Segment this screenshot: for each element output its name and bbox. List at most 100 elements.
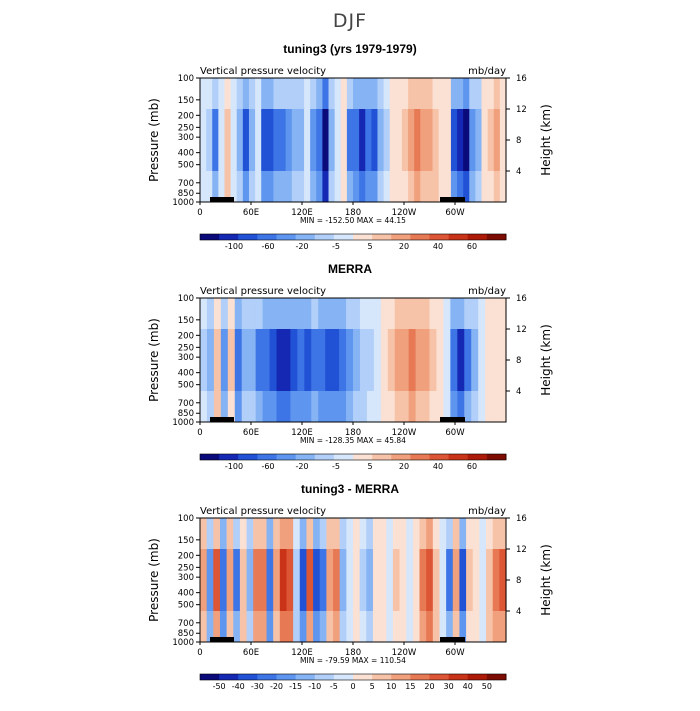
colorbar-swatch [333,234,354,240]
heatmap-cell [463,109,470,171]
heatmap-cell [332,329,340,391]
y-tick-label: 700 [178,399,194,409]
heatmap-cell [334,171,342,202]
heatmap-cell [438,171,446,202]
heatmap-cell [304,329,312,391]
heatmap-cell [230,78,238,109]
y-tick-label: 500 [178,161,194,171]
heatmap-cell [206,518,214,549]
colorbar-swatch [276,234,297,240]
heatmap-cell [372,611,381,642]
heatmap-cell [311,329,319,391]
heatmap-cell [220,329,229,391]
colorbar-swatch [486,454,507,460]
heatmap-cell [486,518,494,549]
heatmap-cell [380,298,389,329]
heatmap-cell [328,78,336,109]
x-tick-label: 0 [197,428,202,438]
colorbar-swatch [372,454,392,460]
heatmap-cell [285,171,293,202]
heatmap-cell [395,171,403,202]
heatmap-cell [253,518,261,549]
colorbar-swatch [410,234,430,240]
heatmap-cell [379,611,387,642]
heatmap-cell [241,329,250,391]
heatmap-cell [242,171,250,202]
heatmap-cell [408,298,417,329]
y-tick-label: 850 [178,629,194,639]
heatmap-cell [450,329,458,391]
heatmap-cell [283,298,291,329]
heatmap-cell [236,78,244,109]
heatmap-cell [408,109,415,171]
heatmap-cell [450,171,458,202]
heatmap-cell [415,298,424,329]
heatmap-cell [415,391,424,422]
heatmap-cell [346,78,354,109]
heatmap-cell [293,549,301,611]
colorbar-label: 30 [444,682,454,691]
variable-label: Vertical pressure velocity [200,506,326,517]
heatmap-cell [234,298,243,329]
x-tick-label: 60W [445,208,465,218]
colorbar-label: -20 [295,462,308,471]
heatmap-cell [395,109,403,171]
heatmap-cell [212,78,219,109]
heatmap-cell [259,549,268,611]
heatmap-cell [432,171,440,202]
heatmap-cell [420,78,428,109]
colorbar-swatch [276,674,297,680]
heatmap-cell [457,171,464,202]
colorbar-swatch [467,234,488,240]
colorbar-swatch [219,454,239,460]
heatmap-cell [492,391,500,422]
heatmap-cell [248,298,257,329]
y-axis-title: Pressure (mb) [147,98,161,182]
heatmap-cell [377,171,385,202]
heatmap-cell [206,611,214,642]
colorbar-label: 15 [405,682,415,691]
topography-mask [210,417,234,422]
heatmap-cell [436,391,444,422]
heatmap-cell [481,78,489,109]
heatmap-cell [346,391,354,422]
heatmap-cell [304,298,312,329]
heatmap-cell [371,171,379,202]
heatmap-cell [318,298,326,329]
heatmap-cell [276,329,285,391]
heatmap-cell [472,611,480,642]
heatmap-cell [267,109,275,171]
heatmap-cell [471,391,479,422]
colorbar-label: -100 [225,462,243,471]
heatmap-cell [259,611,268,642]
colorbar-label: -5 [332,462,340,471]
heatmap-cell [419,518,427,549]
units-label: mb/day [468,286,506,297]
y-tick-label: 200 [178,111,194,121]
heatmap-cell [469,171,476,202]
colorbar-swatch [238,234,258,240]
heatmap-cell [499,611,507,642]
y-tick-label: 200 [178,331,194,341]
colorbar-label: 20 [399,242,409,251]
heatmap-cell [436,298,444,329]
heatmap-cell [365,171,372,202]
colorbar-swatch [353,674,373,680]
colorbar-swatch [200,454,220,460]
heatmap-cell [372,549,381,611]
colorbar-label: -30 [251,682,264,691]
heatmap-cell [248,78,256,109]
heatmap-cell [395,78,403,109]
y-tick-label: 150 [178,316,194,326]
colorbar-swatch [353,234,373,240]
y-tick-label: 400 [178,589,194,599]
heatmap-cell [401,329,410,391]
heatmap-cell [200,549,208,611]
heatmap-cell [353,611,361,642]
heatmap-cell [457,109,464,171]
heatmap-cell [346,171,354,202]
colorbar-swatch [200,234,220,240]
heatmap-cell [366,611,374,642]
heatmap-cell [224,171,232,202]
heatmap-cell [412,518,421,549]
